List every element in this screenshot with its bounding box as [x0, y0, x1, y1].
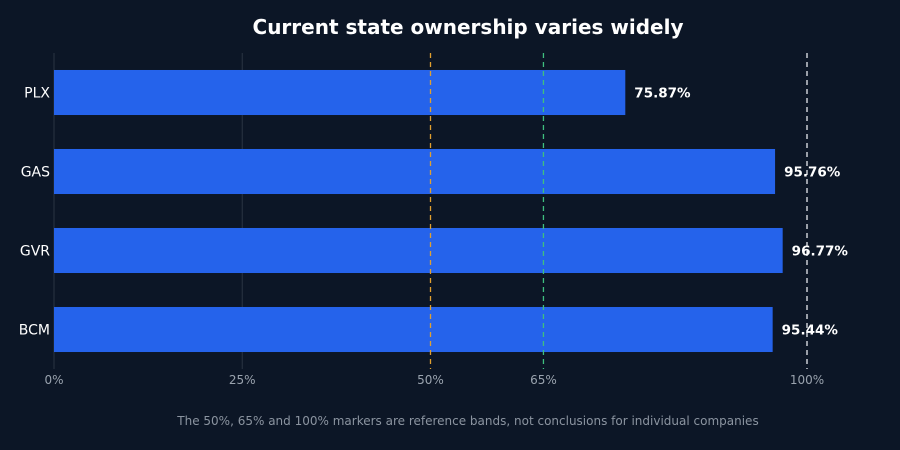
reference-lines: [429, 53, 808, 369]
x-tick-label-50: 50%: [417, 373, 444, 387]
bar-layer: [54, 69, 783, 353]
x-tick-label-0: 0%: [44, 373, 63, 387]
x-tick-label-65: 65%: [530, 373, 557, 387]
bar-gvr: [54, 227, 783, 274]
value-label-plx: 75.87%: [634, 86, 691, 102]
bar-bcm: [54, 306, 773, 353]
value-label-gas: 95.76%: [784, 165, 841, 181]
chart-title: Current state ownership varies widely: [253, 15, 684, 39]
x-axis-ticks: 0% 25% 50% 65% 100%: [44, 373, 824, 387]
x-tick-label-100: 100%: [790, 373, 824, 387]
bar-plx: [54, 69, 626, 116]
value-label-gvr: 96.77%: [792, 244, 849, 260]
footnote: The 50%, 65% and 100% markers are refere…: [176, 414, 758, 428]
label-layer: PLX 75.87% GAS 95.76% GVR 96.77% BCM 95.44%: [19, 86, 849, 339]
category-label-bcm: BCM: [19, 323, 50, 339]
bar-gas: [54, 148, 776, 195]
x-tick-label-25: 25%: [229, 373, 256, 387]
category-label-plx: PLX: [24, 86, 50, 102]
category-label-gas: GAS: [21, 165, 50, 181]
category-label-gvr: GVR: [20, 244, 50, 260]
value-label-bcm: 95.44%: [782, 323, 839, 339]
